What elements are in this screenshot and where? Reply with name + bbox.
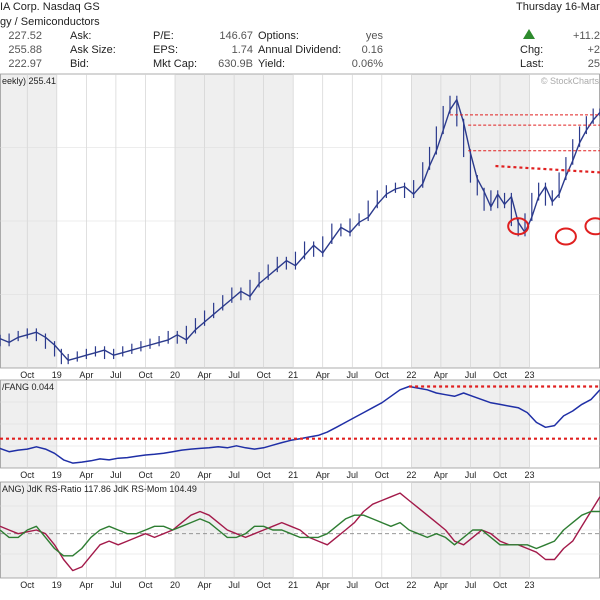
last-label: Last: (520, 58, 544, 70)
x-tick-label: Oct (138, 370, 153, 380)
yield-value: 0.06% (351, 58, 383, 70)
low-value: 222.97 (8, 58, 42, 70)
x-tick-label: Jul (228, 580, 240, 590)
options-value: yes (365, 30, 383, 42)
ask-size-label: Ask Size: (70, 44, 116, 56)
x-tick-label: Jul (228, 370, 240, 380)
up-arrow-icon (523, 29, 535, 39)
x-tick-label: Oct (493, 470, 508, 480)
security-title: IA Corp. Nasdaq GS (0, 1, 100, 13)
x-tick-label: Jul (347, 370, 359, 380)
x-tick-label: Oct (138, 580, 153, 590)
mkt-cap-label: Mkt Cap: (153, 58, 198, 70)
x-tick-label: 21 (288, 580, 298, 590)
x-tick-label: Oct (20, 580, 35, 590)
x-tick-label: 22 (406, 580, 416, 590)
chg-label: Chg: (520, 44, 544, 56)
pattern-circle-marker (507, 217, 530, 236)
x-tick-label: 19 (52, 370, 62, 380)
rs-mom-line (0, 510, 600, 557)
rs-ratio-line (0, 492, 600, 572)
x-tick-label: 21 (288, 470, 298, 480)
x-tick-label: Apr (316, 470, 330, 480)
x-tick-label: Oct (493, 580, 508, 590)
x-tick-label: 22 (406, 370, 416, 380)
x-tick-label: Apr (198, 370, 212, 380)
pattern-circle-marker (584, 217, 600, 236)
options-label: Options: (258, 30, 299, 42)
x-tick-label: Jul (465, 370, 477, 380)
x-tick-label: 19 (52, 580, 62, 590)
last-value: 25 (587, 58, 600, 70)
x-tick-label: 23 (525, 470, 535, 480)
open-value: 227.52 (8, 30, 42, 42)
rrg-panel-title: ANG) JdK RS-Ratio 117.86 JdK RS-Mom 104.… (2, 484, 197, 494)
ask-label: Ask: (70, 30, 92, 42)
pattern-circle-marker (554, 227, 577, 246)
x-tick-label: Apr (316, 580, 330, 590)
x-tick-label: Oct (375, 580, 390, 590)
x-tick-label: Apr (434, 470, 448, 480)
x-tick-label: 23 (525, 370, 535, 380)
dividend-value: 0.16 (361, 44, 383, 56)
x-tick-label: Jul (110, 470, 122, 480)
ratio-panel-title: /FANG 0.044 (2, 382, 54, 392)
x-tick-label: Apr (198, 580, 212, 590)
x-tick-label: 20 (170, 580, 180, 590)
x-tick-label: Jul (110, 580, 122, 590)
x-tick-label: Apr (79, 370, 93, 380)
mkt-cap-value: 630.9B (218, 58, 253, 70)
pe-value: 146.67 (219, 30, 253, 42)
x-tick-label: Apr (79, 470, 93, 480)
chg-value: +2 (587, 44, 600, 56)
x-tick-label: Oct (20, 370, 35, 380)
price-panel-title: eekly) 255.41 (2, 76, 56, 86)
x-tick-label: Oct (257, 580, 272, 590)
x-tick-label: Oct (257, 370, 272, 380)
x-tick-label: Jul (465, 470, 477, 480)
x-tick-label: Apr (434, 370, 448, 380)
pe-label: P/E: (153, 30, 174, 42)
x-tick-label: Oct (20, 470, 35, 480)
eps-label: EPS: (153, 44, 179, 56)
x-tick-label: Oct (257, 470, 272, 480)
x-tick-label: Apr (198, 470, 212, 480)
high-value: 255.88 (8, 44, 42, 56)
x-tick-label: 23 (525, 580, 535, 590)
x-tick-label: Oct (493, 370, 508, 380)
quote-date: Thursday 16-Mar-2 (516, 1, 600, 13)
watermark: © StockCharts (541, 76, 600, 86)
x-tick-label: 20 (170, 370, 180, 380)
eps-value: 1.74 (231, 44, 253, 56)
x-tick-label: Jul (347, 470, 359, 480)
change-percent: +11.2 (572, 30, 600, 42)
x-tick-label: Jul (228, 470, 240, 480)
dividend-label: Annual Dividend: (258, 44, 342, 56)
x-tick-label: Jul (110, 370, 122, 380)
x-tick-label: 20 (170, 470, 180, 480)
sector-label: gy / Semiconductors (0, 16, 100, 28)
bid-label: Bid: (70, 58, 89, 70)
x-tick-label: Oct (375, 470, 390, 480)
x-tick-label: 21 (288, 370, 298, 380)
x-tick-label: Jul (347, 580, 359, 590)
x-tick-label: Oct (138, 470, 153, 480)
x-tick-label: Apr (434, 580, 448, 590)
x-tick-label: Apr (316, 370, 330, 380)
quote-header: IA Corp. Nasdaq GS gy / Semiconductors 2… (0, 0, 600, 73)
x-tick-label: 22 (406, 470, 416, 480)
x-tick-label: Oct (375, 370, 390, 380)
yield-label: Yield: (258, 58, 286, 70)
x-tick-label: 19 (52, 470, 62, 480)
x-tick-label: Jul (465, 580, 477, 590)
x-tick-label: Apr (79, 580, 93, 590)
